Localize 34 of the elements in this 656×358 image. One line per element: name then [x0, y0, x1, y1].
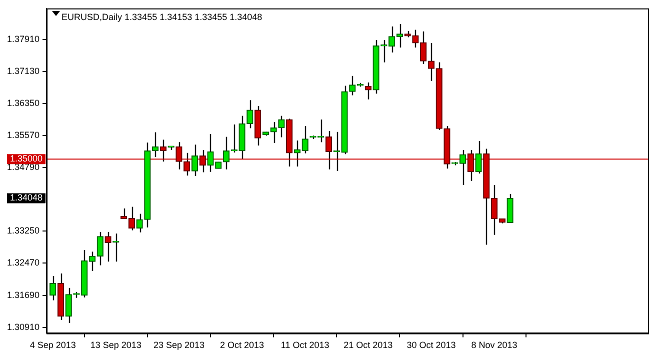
chart-title: EURUSD,Daily 1.33455 1.34153 1.33455 1.34048 — [62, 12, 262, 22]
candlestick — [104, 231, 112, 262]
y-tick-label: 1.35570 — [6, 130, 40, 140]
x-tick-label: 4 Sep 2013 — [30, 340, 76, 350]
candlestick — [65, 287, 72, 324]
candlestick — [412, 29, 419, 48]
y-tick-label: 1.31690 — [6, 290, 40, 300]
x-tick-label: 2 Oct 2013 — [220, 340, 264, 350]
y-tick-label: 1.37910 — [6, 34, 40, 44]
candlestick — [420, 30, 427, 65]
ref-line-label: 1.35000 — [10, 154, 43, 164]
x-tick-label: 23 Sep 2013 — [153, 340, 204, 350]
candlestick — [246, 100, 254, 129]
candlestick — [506, 193, 514, 224]
candlestick — [428, 42, 435, 82]
y-tick-label: 1.34790 — [6, 162, 40, 172]
candlestick — [50, 275, 56, 301]
x-tick-label: 30 Oct 2013 — [406, 340, 456, 350]
y-tick-label: 1.37130 — [6, 66, 40, 76]
candlestick — [278, 115, 285, 138]
x-tick-label: 8 Nov 2013 — [471, 340, 518, 350]
candlestick — [136, 213, 143, 233]
y-tick-label: 1.36350 — [6, 98, 40, 108]
y-tick-label: 1.30910 — [6, 322, 40, 332]
candlestick — [191, 144, 198, 177]
candlestick — [475, 140, 482, 174]
text: 1.34048 — [10, 192, 43, 203]
y-tick-label: 1.33250 — [6, 226, 40, 236]
x-tick-label: 21 Oct 2013 — [344, 340, 393, 350]
y-tick-label: 1.32470 — [6, 258, 40, 268]
x-tick-label: 13 Sep 2013 — [90, 340, 142, 350]
candlestick — [270, 121, 277, 144]
candlestick — [207, 133, 214, 172]
x-tick-label: 11 Oct 2013 — [280, 340, 330, 350]
